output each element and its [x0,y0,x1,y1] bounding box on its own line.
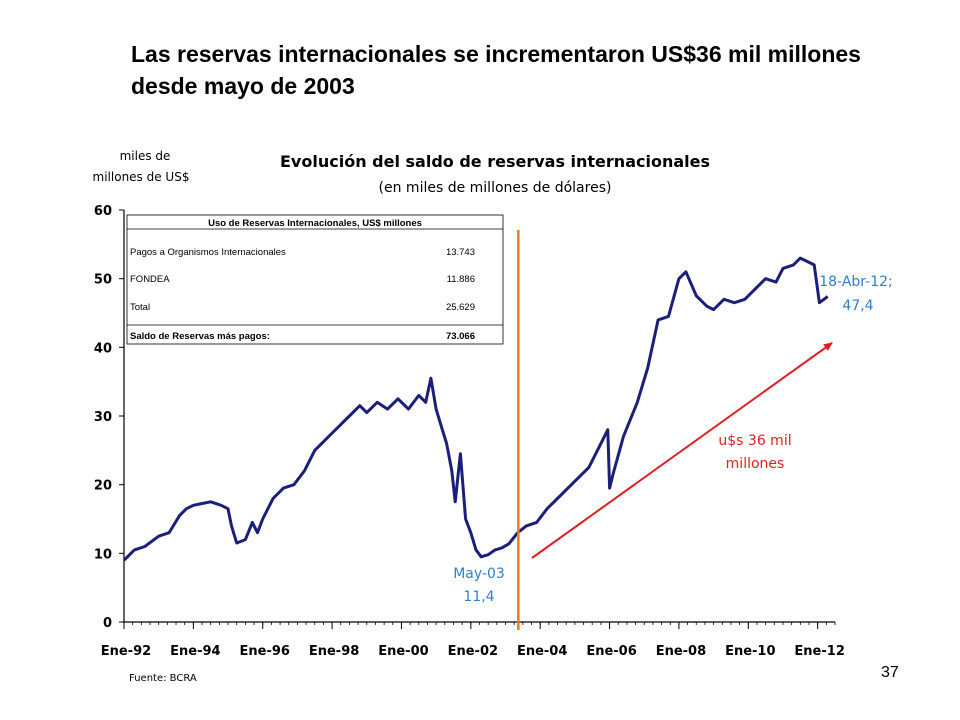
annotation-increase-line1: u$s 36 mil [718,433,791,449]
chart-subtitle: (en miles de millones de dólares) [379,180,612,196]
x-tick-label: Ene-10 [725,644,775,659]
y-ticks: 0 10 20 30 40 50 60 [94,204,124,631]
series-line-reserves [122,256,829,562]
inset-row-value: 11.886 [447,274,475,285]
inset-row-value: 73.066 [446,331,475,342]
x-tick-label: Ene-06 [586,644,636,659]
annotation-last-label: 18-Abr-12; [819,274,892,290]
inset-table-border [126,214,504,345]
x-ticks: Ene-92 Ene-94 Ene-96 Ene-98 Ene-00 Ene-02 Ene-… [101,622,845,659]
y-axis-label-line2: millones de US$ [93,170,190,184]
inset-row-label: FONDEA [130,274,170,285]
annotation-increase-line2: millones [726,456,785,472]
slide-title: Las reservas internacionales se incremen… [131,41,861,99]
page-number: 37 [881,664,899,681]
x-tick-label: Ene-02 [448,644,498,659]
inset-row-value: 25.629 [446,302,475,313]
y-tick-label: 20 [94,479,112,494]
inset-table: Uso de Reservas Internacionales, US$ mil… [126,214,504,345]
y-tick-label: 0 [103,616,112,631]
annotation-may03-label: May-03 [453,566,505,582]
x-tick-label: Ene-08 [656,644,706,659]
y-tick-label: 50 [94,273,112,288]
y-tick-label: 60 [94,204,112,219]
x-tick-label: Ene-94 [170,644,220,659]
chart-title: Evolución del saldo de reservas internac… [280,152,710,171]
increase-arrow [531,342,833,559]
inset-row-label: Total [130,302,150,313]
y-tick-label: 40 [94,341,112,356]
x-tick-label: Ene-04 [517,644,567,659]
y-tick-label: 10 [94,547,112,562]
x-tick-label: Ene-92 [101,644,151,659]
annotation-last-value: 47,4 [842,298,873,314]
inset-row-label: Saldo de Reservas más pagos: [130,331,270,342]
x-tick-label: Ene-12 [794,644,844,659]
inset-table-title: Uso de Reservas Internacionales, US$ mil… [208,218,422,229]
y-tick-label: 30 [94,410,112,425]
y-axis-label-line1: miles de [120,149,171,163]
x-tick-label: Ene-00 [378,644,428,659]
inset-row-label: Pagos a Organismos Internacionales [130,247,286,258]
chart-source: Fuente: BCRA [129,673,197,684]
x-tick-label: Ene-98 [309,644,359,659]
inset-row-value: 13.743 [446,247,475,258]
annotation-may03-value: 11,4 [463,589,494,605]
x-tick-label: Ene-96 [240,644,290,659]
